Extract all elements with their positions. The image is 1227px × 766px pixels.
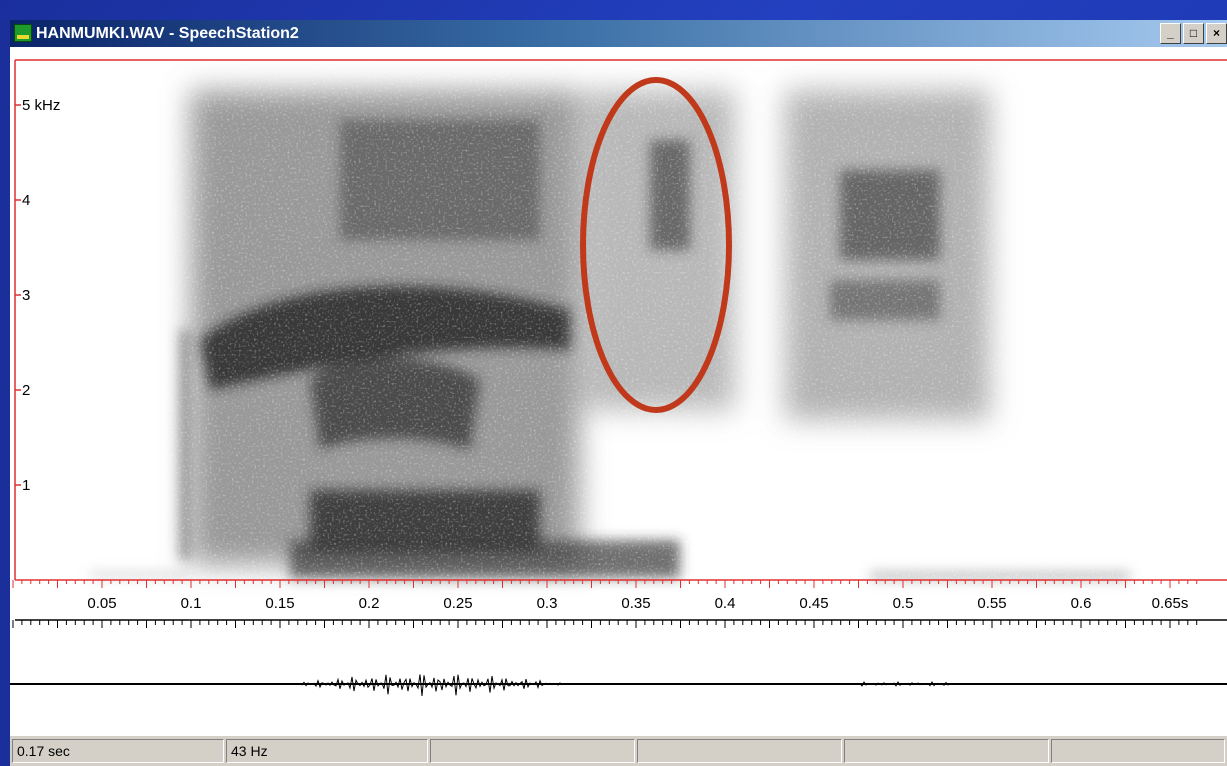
frequency-label: 5 kHz — [22, 97, 60, 114]
speechstation-window: HANMUMKI.WAV - SpeechStation2 _ □ × — [10, 20, 1227, 766]
time-label: 0.5 — [893, 595, 914, 612]
status-cell-5 — [844, 739, 1049, 763]
status-cell-3 — [430, 739, 635, 763]
time-label: 0.1 — [181, 595, 202, 612]
frequency-label: 3 — [22, 287, 30, 304]
time-label: 0.2 — [359, 595, 380, 612]
maximize-button[interactable]: □ — [1183, 23, 1204, 44]
time-label: 0.15 — [265, 595, 294, 612]
status-frequency: 43 Hz — [226, 739, 428, 763]
window-title: HANMUMKI.WAV - SpeechStation2 — [36, 25, 299, 42]
time-label: 0.35 — [621, 595, 650, 612]
waveform[interactable] — [10, 650, 1227, 736]
status-cell-4 — [637, 739, 842, 763]
time-axis: 0.05 0.1 0.15 0.2 0.25 0.3 0.35 0.4 0.45 0.5 0.55 0… — [12, 580, 1227, 628]
status-bar: 0.17 sec 43 Hz — [10, 736, 1227, 766]
frequency-label: 1 — [22, 477, 30, 494]
time-label: 0.4 — [715, 595, 736, 612]
minimize-button[interactable]: _ — [1160, 23, 1181, 44]
spectrogram-frame — [14, 59, 1227, 581]
time-label: 0.55 — [977, 595, 1006, 612]
waveform-signal — [10, 674, 1227, 696]
time-label: 0.45 — [799, 595, 828, 612]
app-icon[interactable] — [14, 24, 32, 42]
frequency-axis: 5 kHz 4 3 2 1 — [15, 97, 60, 494]
close-button[interactable]: × — [1206, 23, 1227, 44]
desktop-strip — [0, 20, 10, 766]
window-controls: _ □ × — [1160, 23, 1227, 44]
frequency-label: 2 — [22, 382, 30, 399]
status-time: 0.17 sec — [12, 739, 224, 763]
time-label: 0.05 — [87, 595, 116, 612]
title-bar[interactable]: HANMUMKI.WAV - SpeechStation2 _ □ × — [10, 20, 1227, 47]
time-label: 0.3 — [537, 595, 558, 612]
time-label: 0.6 — [1071, 595, 1092, 612]
spectrogram-energy — [10, 50, 1227, 650]
time-label: 0.65s — [1152, 595, 1189, 612]
status-cell-6 — [1051, 739, 1225, 763]
time-label: 0.25 — [443, 595, 472, 612]
frequency-label: 4 — [22, 192, 30, 209]
highlight-ellipse — [580, 77, 732, 413]
